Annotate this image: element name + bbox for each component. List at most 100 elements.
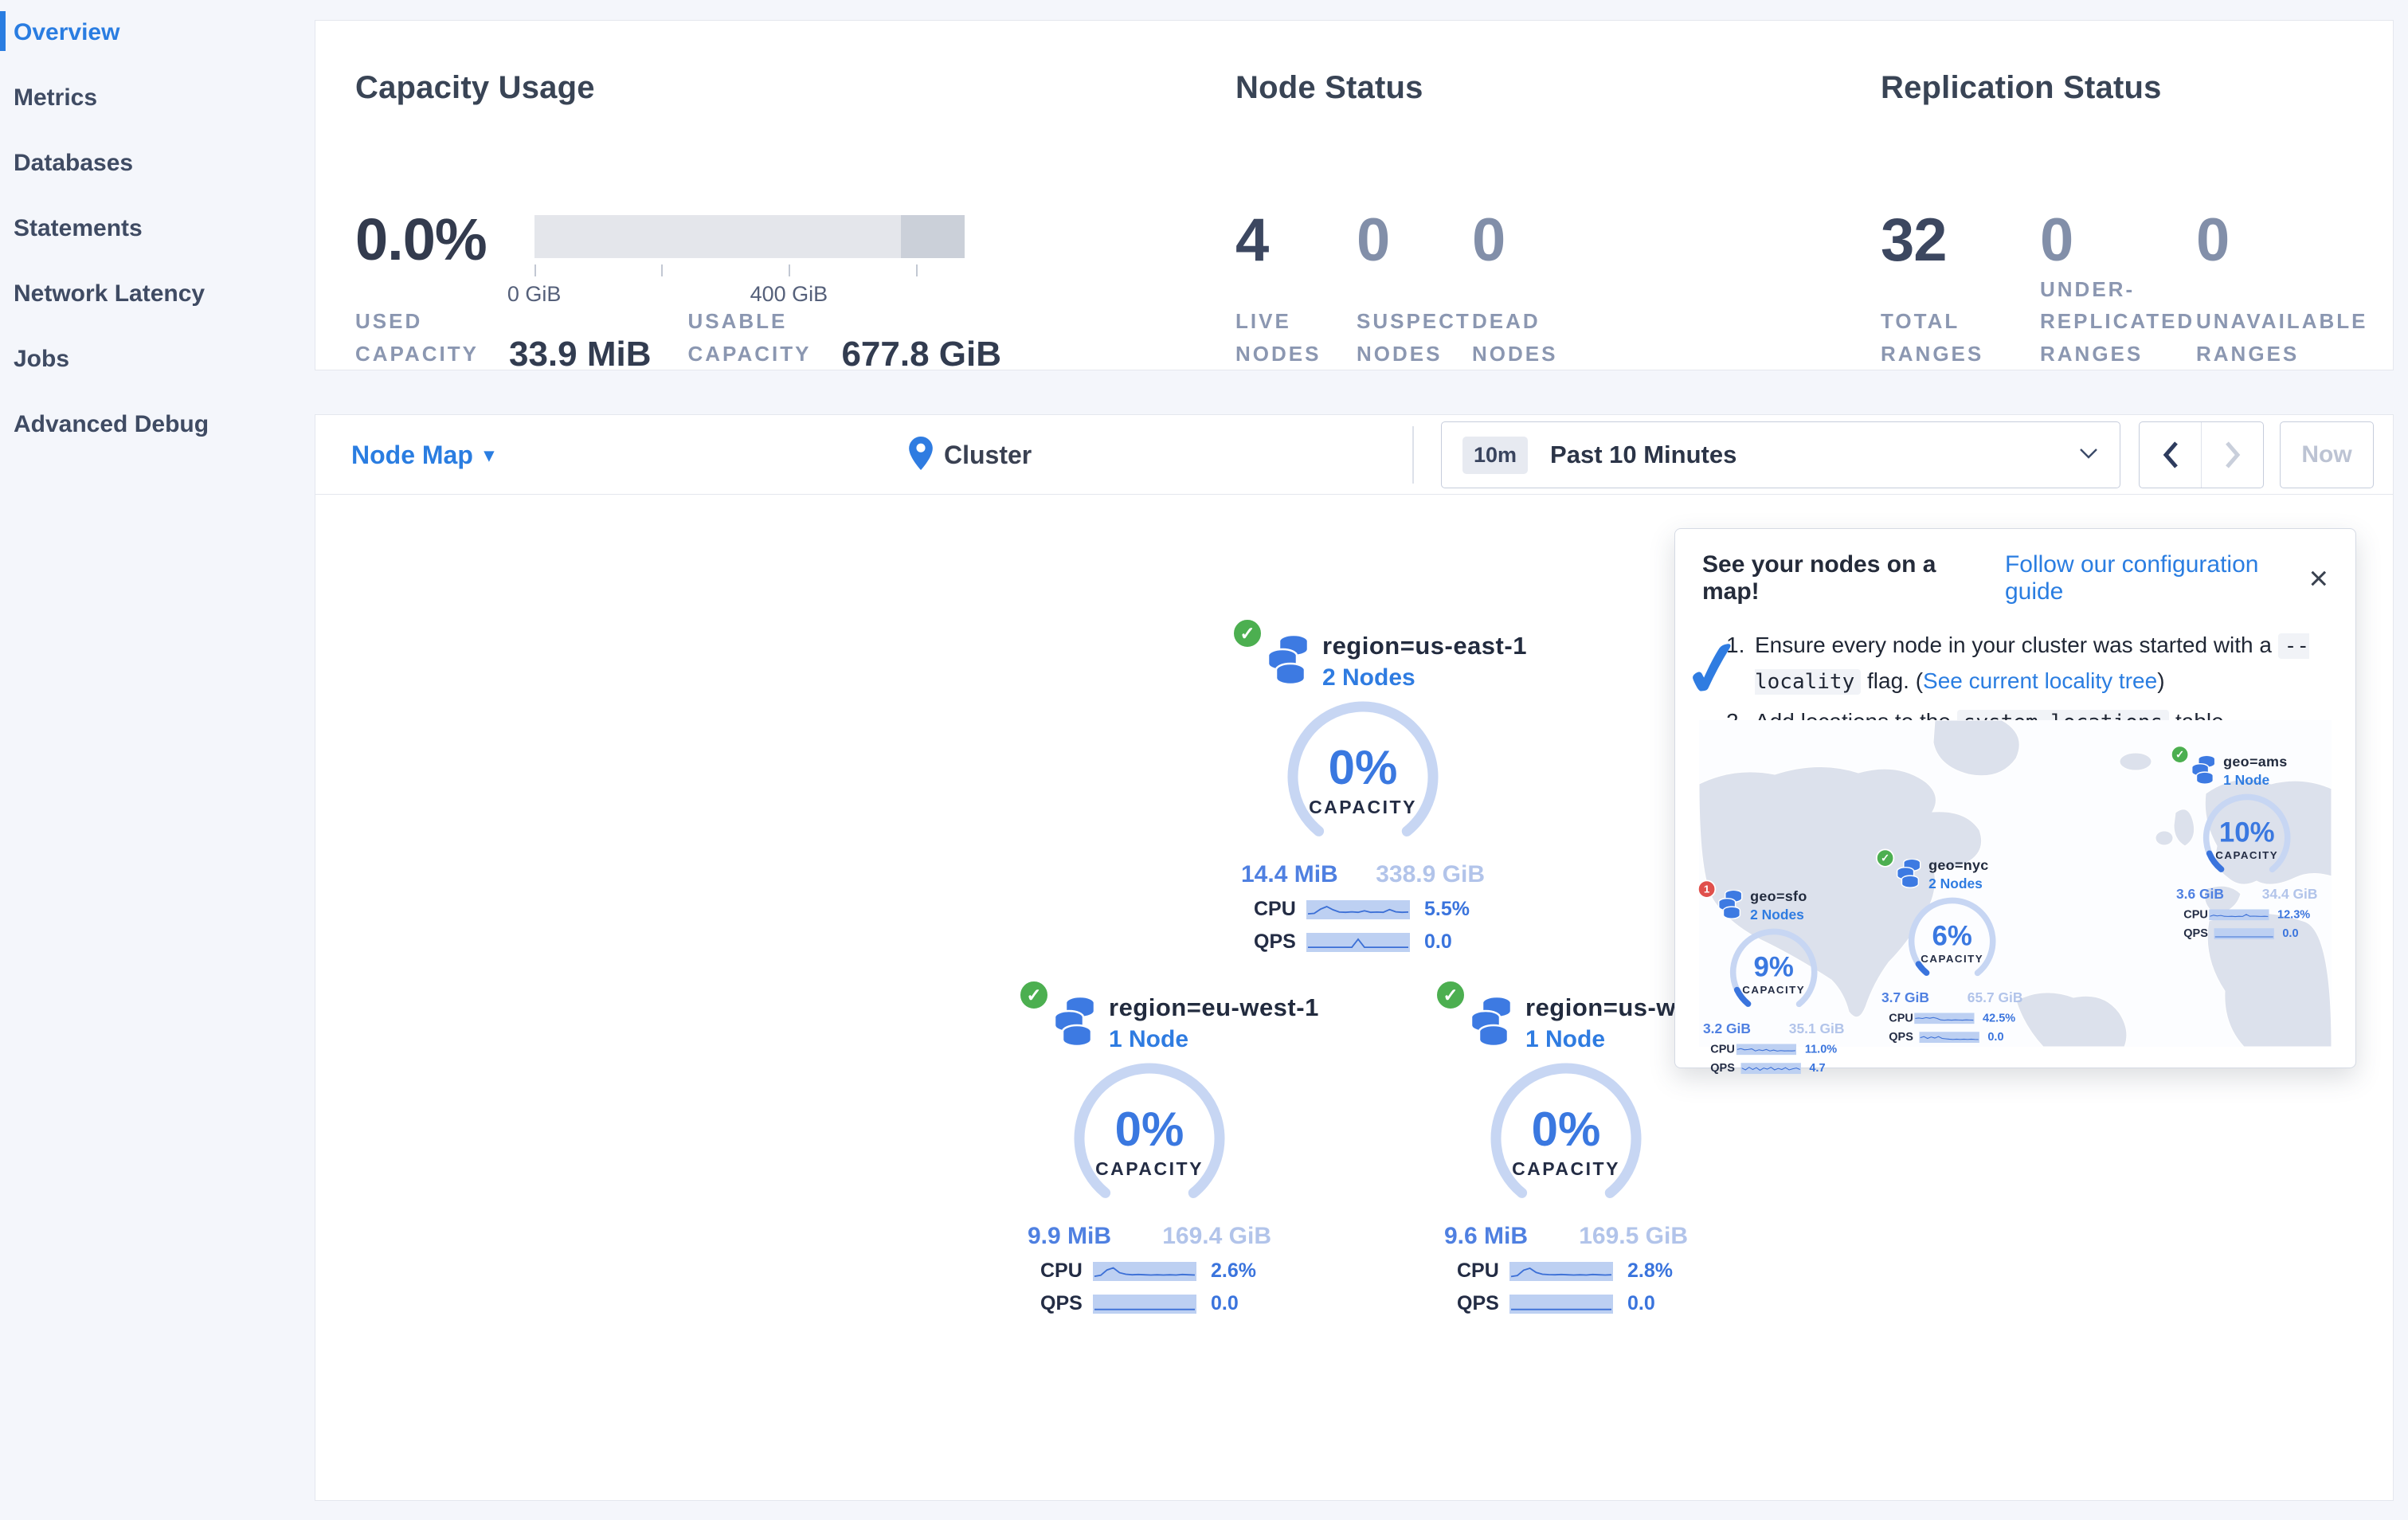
chevron-down-icon [2078, 446, 2099, 464]
qps-value: 0.0 [2282, 926, 2299, 940]
time-range-dropdown[interactable]: 10m Past 10 Minutes [1441, 421, 2120, 488]
used-capacity-value: 14.4 MiB [1241, 861, 1338, 887]
region-nodes-link[interactable]: 1 Node [1525, 1026, 1606, 1052]
capacity-label: CAPACITY [1309, 796, 1417, 817]
qps-sparkline [1919, 1031, 1979, 1043]
region-nodes-link[interactable]: 2 Nodes [1750, 907, 1804, 923]
qps-value: 0.0 [1627, 1292, 1655, 1314]
database-stack-icon [2190, 754, 2217, 785]
cpu-value: 5.5% [1424, 898, 1470, 920]
capacity-gauge: 0% CAPACITY [1068, 1057, 1231, 1220]
chevron-left-icon [2163, 441, 2178, 468]
time-prev-button[interactable] [2140, 422, 2201, 488]
sidebar-item-databases[interactable]: Databases [14, 150, 134, 176]
region-widget[interactable]: ✓ region=us-west-1 1 Node 0% CAPACITY 9.6 MiB… [1435, 974, 1735, 1315]
qps-metric-row: QPS 0.0 [1254, 930, 1452, 953]
capacity-label: CAPACITY [1095, 1158, 1204, 1179]
region-nodes-link[interactable]: 2 Nodes [1928, 876, 1983, 891]
region-name: geo=ams [2223, 753, 2288, 770]
database-stack-icon [1051, 995, 1098, 1048]
region-nodes-link[interactable]: 2 Nodes [1322, 664, 1415, 691]
time-next-button[interactable] [2201, 422, 2263, 488]
qps-value: 0.0 [1211, 1292, 1239, 1314]
sidebar: Overview Metrics Databases Statements Ne… [0, 0, 313, 1520]
capacity-gauge: 0% CAPACITY [1282, 695, 1444, 858]
used-capacity-value: 9.9 MiB [1028, 1223, 1112, 1249]
region-widget[interactable]: ✓ geo=ams 1 Node 10% CAPACITY 3.6 GiB 34.4 GiB… [2171, 742, 2323, 940]
capacity-percent: 0.0% [355, 206, 487, 272]
region-widget[interactable]: ✓ region=us-east-1 2 Nodes 0% CAPACITY 14.4 M… [1231, 613, 1526, 954]
qps-sparkline [1306, 932, 1410, 952]
cpu-value: 42.5% [1983, 1011, 2016, 1024]
chevron-right-icon [2225, 441, 2240, 468]
breadcrumb[interactable]: Cluster [909, 415, 1032, 495]
qps-metric-row: QPS 0.0 [1889, 1030, 2004, 1044]
sidebar-item-metrics[interactable]: Metrics [14, 84, 98, 111]
sidebar-item-jobs[interactable]: Jobs [14, 346, 70, 372]
cpu-metric-row: CPU 12.3% [2183, 907, 2311, 921]
status-ok-icon: ✓ [1876, 848, 1895, 868]
capacity-label: CAPACITY [1742, 983, 1806, 996]
unavailable-count: 0 [2196, 206, 2230, 274]
status-ok-icon: ✓ [1018, 979, 1050, 1011]
total-capacity-value: 65.7 GiB [1967, 989, 2023, 1006]
view-selector-dropdown[interactable]: Node Map ▾ [351, 440, 494, 469]
total-capacity-value: 338.9 GiB [1376, 861, 1485, 887]
region-nodes-link[interactable]: 1 Node [1109, 1026, 1189, 1052]
total-ranges-count: 32 [1881, 206, 1948, 274]
world-map-graphic [1699, 720, 2332, 1047]
region-nodes-link[interactable]: 1 Node [2223, 772, 2270, 788]
under-replicated-count: 0 [2040, 206, 2073, 274]
database-stack-icon [1265, 633, 1311, 686]
sidebar-item-overview[interactable]: Overview [0, 0, 313, 65]
popup-header: See your nodes on a map! Follow our conf… [1675, 529, 2355, 621]
qps-metric-row: QPS 0.0 [2183, 926, 2299, 940]
setup-step-1: 1. Ensure every node in your cluster was … [1726, 633, 2310, 695]
region-widget[interactable]: ✓ region=eu-west-1 1 Node 0% CAPACITY 9.9 MiB… [1018, 974, 1318, 1315]
world-map-preview [1699, 720, 2332, 1047]
region-name: region=us-east-1 [1322, 632, 1527, 660]
cpu-value: 11.0% [1804, 1042, 1838, 1056]
capacity-label: CAPACITY [2215, 848, 2279, 861]
region-widget[interactable]: 1 geo=sfo 2 Nodes 9% CAPACITY 3.2 GiB 35.1 GiB… [1697, 877, 1850, 1075]
close-icon[interactable]: × [2308, 559, 2328, 597]
sidebar-item-statements[interactable]: Statements [14, 215, 143, 241]
cpu-sparkline [1737, 1044, 1797, 1056]
sidebar-item-network-latency[interactable]: Network Latency [14, 280, 206, 307]
capacity-gauge: 6% CAPACITY [1905, 894, 1999, 988]
capacity-label: CAPACITY [1512, 1158, 1620, 1179]
used-capacity-stat: USED CAPACITY 33.9 MiB [355, 309, 652, 374]
cpu-sparkline [1509, 1261, 1613, 1281]
caret-down-icon: ▾ [484, 444, 494, 466]
status-ok-icon: ✓ [2171, 745, 2190, 764]
now-button[interactable]: Now [2280, 421, 2374, 488]
qps-value: 4.7 [1809, 1061, 1826, 1075]
capacity-gauge: 10% CAPACITY [2200, 790, 2294, 884]
capacity-percent: 0% [1328, 740, 1398, 794]
node-status-section: Node Status 4 0 0 LIVE NODES SUSPECT NOD… [1235, 70, 1558, 366]
sidebar-item-advanced-debug[interactable]: Advanced Debug [14, 411, 209, 437]
locality-tree-link[interactable]: See current locality tree [1923, 668, 2158, 693]
cpu-metric-row: CPU 42.5% [1889, 1011, 2016, 1024]
map-pin-icon [909, 436, 933, 474]
capacity-bar: 0 GiB 400 GiB [507, 215, 965, 306]
capacity-usage-title: Capacity Usage [355, 70, 595, 105]
check-icon: ✓ [1675, 622, 1752, 717]
capacity-gauge: 9% CAPACITY [1727, 925, 1821, 1019]
capacity-percent: 9% [1753, 951, 1794, 982]
cpu-value: 2.6% [1211, 1259, 1256, 1282]
capacity-tick-0: 0 GiB [507, 282, 562, 306]
status-ok-icon: ✓ [1231, 617, 1263, 649]
region-widget[interactable]: ✓ geo=nyc 2 Nodes 6% CAPACITY 3.7 GiB 65.7 GiB… [1876, 846, 2028, 1044]
cpu-metric-row: CPU 11.0% [1710, 1042, 1838, 1056]
qps-metric-row: QPS 0.0 [1040, 1292, 1239, 1314]
database-stack-icon [1468, 995, 1514, 1048]
cpu-sparkline [2209, 909, 2269, 921]
qps-metric-row: QPS 0.0 [1457, 1292, 1655, 1314]
cpu-sparkline [1914, 1013, 1975, 1024]
cpu-metric-row: CPU 5.5% [1254, 898, 1470, 920]
capacity-percent: 10% [2218, 817, 2275, 848]
configuration-guide-link[interactable]: Follow our configuration guide [2004, 551, 2259, 605]
total-capacity-value: 34.4 GiB [2261, 886, 2318, 903]
used-capacity-value: 9.6 MiB [1444, 1223, 1529, 1249]
